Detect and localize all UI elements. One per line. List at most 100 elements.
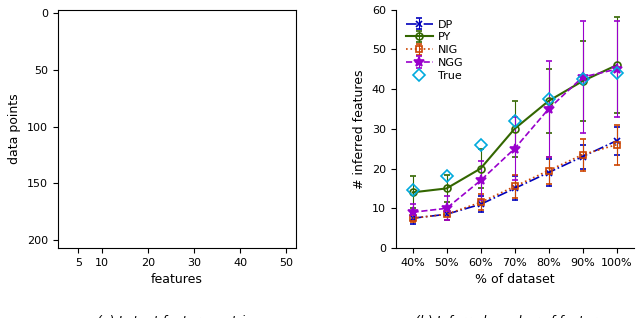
Point [203,75,213,80]
Point [175,60,185,66]
Point [73,47,83,52]
Point [68,11,79,17]
Point [110,41,120,46]
Point [110,126,120,131]
Point [92,125,102,130]
Point [129,160,139,165]
Point [156,115,166,120]
Point [216,45,227,51]
Point [68,116,79,121]
Point [83,11,93,17]
Point [60,51,70,56]
Point [60,75,70,80]
Point [106,142,116,147]
Point [193,15,204,20]
Point [152,23,162,28]
X-axis label: features: features [150,273,202,286]
Point [147,122,157,127]
Point [68,66,79,71]
Point [64,37,74,42]
Point [124,116,134,121]
Point [170,82,180,87]
Point [133,106,143,111]
Point [78,211,88,217]
Point [106,165,116,170]
Point [138,79,148,84]
Point [55,66,65,71]
Point [180,35,190,40]
Point [92,189,102,194]
Point [129,105,139,110]
Point [97,81,107,86]
Point [138,138,148,143]
Point [68,86,79,92]
Point [138,106,148,111]
Point [64,61,74,66]
Point [133,139,143,144]
Point [156,100,166,105]
Point [156,92,166,97]
Point [73,45,83,50]
Point [68,164,79,169]
Point [64,63,74,68]
Point [212,22,222,27]
Point [175,18,185,24]
Point [166,14,176,19]
Point [175,63,185,68]
Point [143,71,153,76]
Point [64,142,74,147]
Point [124,113,134,118]
Point [258,25,268,30]
Point [161,38,172,43]
Point [166,39,176,44]
Point [124,76,134,81]
Point [120,172,130,177]
Point [175,53,185,59]
Point [129,120,139,125]
Point [106,58,116,63]
Point [73,101,83,106]
Point [226,55,236,60]
Point [60,189,70,194]
Point [193,80,204,85]
Point [78,60,88,66]
Point [203,83,213,88]
Point [221,34,232,39]
Point [97,174,107,179]
Point [115,102,125,107]
Point [115,83,125,88]
Point [97,11,107,17]
Point [138,81,148,86]
Point [87,133,97,138]
Point [101,80,111,85]
Point [138,33,148,38]
Point [115,92,125,97]
Point [203,17,213,22]
Point [101,188,111,193]
Point [124,47,134,52]
Point [73,197,83,202]
Point [101,94,111,100]
Point [106,50,116,55]
Point [64,136,74,142]
Point [258,27,268,32]
Point [73,183,83,188]
Point [92,72,102,77]
Point [78,38,88,43]
Point [170,52,180,58]
Point [184,42,195,47]
Point [152,66,162,71]
Point [83,208,93,213]
Point [60,148,70,153]
Point [156,53,166,59]
Point [170,41,180,46]
Point [143,110,153,115]
Point [143,118,153,123]
Point [180,57,190,62]
Point [73,208,83,213]
Point [263,32,273,37]
Point [87,165,97,170]
Point [101,82,111,87]
Point [244,19,255,24]
Point [244,33,255,38]
